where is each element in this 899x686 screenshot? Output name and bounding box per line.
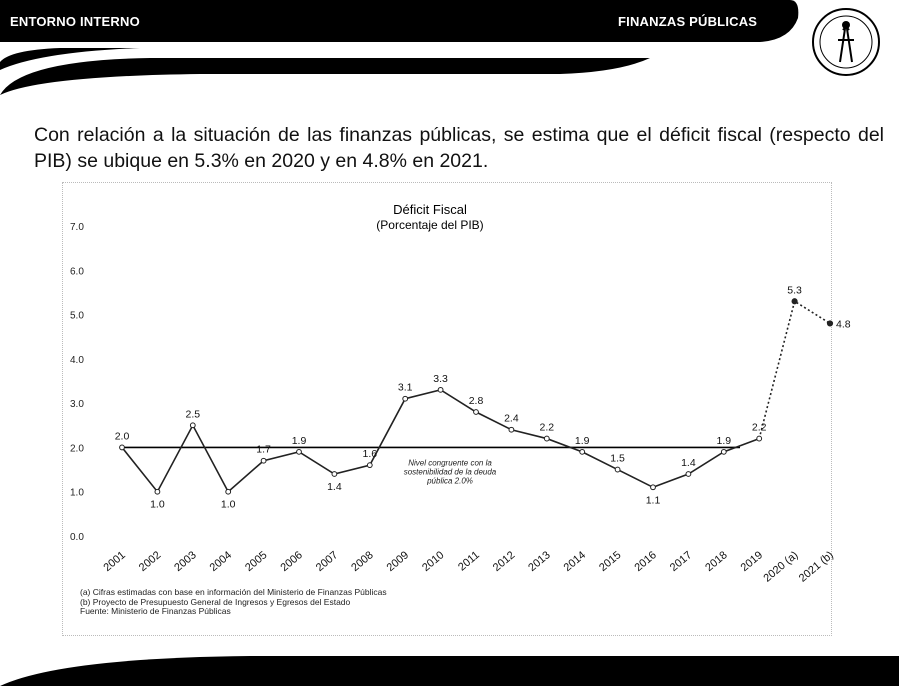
y-tick-label: 5.0 (70, 311, 84, 322)
data-label: 2.2 (539, 422, 554, 434)
x-tick-label: 2011 (456, 549, 482, 573)
y-tick-label: 2.0 (70, 443, 84, 454)
x-tick-label: 2017 (668, 549, 694, 574)
data-label: 1.0 (221, 499, 236, 511)
y-tick-label: 0.0 (70, 532, 84, 543)
data-point (225, 488, 232, 495)
data-point (331, 471, 338, 477)
x-tick-label: 2008 (349, 549, 375, 574)
footer-band (0, 656, 899, 686)
data-point (296, 448, 302, 455)
data-point (685, 471, 692, 477)
deficit-projection-line (758, 300, 831, 439)
y-tick-label: 7.0 (70, 222, 84, 233)
x-tick-label: 2005 (243, 549, 269, 574)
x-tick-label: 2007 (314, 549, 340, 574)
data-point (791, 298, 798, 305)
chart-title: Déficit Fiscal (393, 202, 467, 217)
x-tick-label: 2016 (632, 549, 658, 574)
data-point (543, 435, 550, 442)
chart-subtitle: (Porcentaje del PIB) (376, 218, 483, 232)
data-point (119, 444, 125, 451)
bank-seal-icon (812, 8, 880, 76)
x-tick-label: 2004 (208, 549, 234, 574)
data-label: 2.0 (115, 430, 130, 442)
data-point (437, 386, 444, 393)
data-label: 1.9 (292, 435, 307, 447)
x-tick-label: 2006 (278, 549, 304, 574)
data-point (402, 395, 409, 402)
y-tick-label: 1.0 (70, 488, 84, 499)
y-tick-label: 4.0 (70, 355, 84, 366)
x-tick-label: 2010 (420, 549, 446, 574)
x-tick-label: 2019 (739, 549, 765, 574)
data-label: 1.6 (362, 448, 377, 460)
x-tick-label: 2020 (a) (761, 549, 800, 585)
section-label-left: ENTORNO INTERNO (10, 14, 140, 29)
x-tick-label: 2015 (597, 549, 623, 574)
data-label: 1.4 (327, 481, 342, 493)
header-band (0, 0, 799, 95)
note-a: (a) Cifras estimadas con base en informa… (80, 587, 387, 597)
x-tick-label: 2003 (172, 549, 198, 574)
data-point (189, 422, 196, 429)
x-tick-label: 2014 (562, 549, 588, 574)
data-point (366, 462, 373, 469)
data-label: 2.4 (504, 413, 519, 425)
y-tick-label: 3.0 (70, 399, 84, 410)
intro-paragraph: Con relación a la situación de las finan… (34, 124, 884, 172)
data-label: 1.0 (150, 499, 165, 511)
x-tick-label: 2001 (101, 549, 127, 574)
chart-frame (62, 182, 832, 636)
data-label: 1.1 (646, 494, 661, 506)
x-tick-label: 2009 (385, 549, 411, 574)
x-tick-label: 2021 (b) (797, 549, 836, 585)
data-label: 2.5 (185, 408, 200, 420)
chart-notes: (a) Cifras estimadas con base en informa… (80, 587, 387, 617)
data-label: 1.4 (681, 457, 696, 469)
note-b: (b) Proyecto de Presupuesto General de I… (80, 596, 351, 607)
x-tick-label: 2018 (703, 549, 729, 574)
reference-line-label: sostenibilidad de la deuda (404, 467, 497, 476)
data-label: 3.3 (433, 373, 448, 385)
source-note: Fuente: Ministerio de Finanzas Públicas (80, 606, 231, 616)
section-label-right: FINANZAS PÚBLICAS (618, 14, 758, 29)
data-label: 1.7 (256, 444, 271, 456)
data-point (579, 448, 586, 455)
data-point (508, 426, 515, 433)
data-point (154, 488, 161, 495)
reference-line-label: pública 2.0% (426, 476, 473, 485)
reference-line-label: Nivel congruente con la (408, 458, 492, 467)
data-label: 1.9 (716, 435, 731, 447)
data-label: 2.8 (469, 395, 484, 407)
y-tick-label: 6.0 (70, 266, 84, 277)
data-label: 1.5 (610, 453, 625, 465)
data-point (720, 448, 727, 455)
data-label: 4.8 (836, 318, 851, 330)
x-tick-label: 2012 (491, 549, 517, 574)
x-tick-label: 2002 (137, 549, 163, 574)
data-label: 1.9 (575, 435, 590, 447)
data-point (826, 320, 834, 327)
data-label: 2.2 (752, 422, 767, 434)
data-label: 3.1 (398, 382, 413, 394)
data-point (473, 409, 479, 415)
data-point (756, 435, 763, 442)
data-point (260, 457, 267, 464)
x-tick-label: 2013 (526, 549, 552, 574)
data-label: 5.3 (787, 284, 802, 296)
data-point (650, 484, 656, 491)
data-point (614, 466, 621, 473)
